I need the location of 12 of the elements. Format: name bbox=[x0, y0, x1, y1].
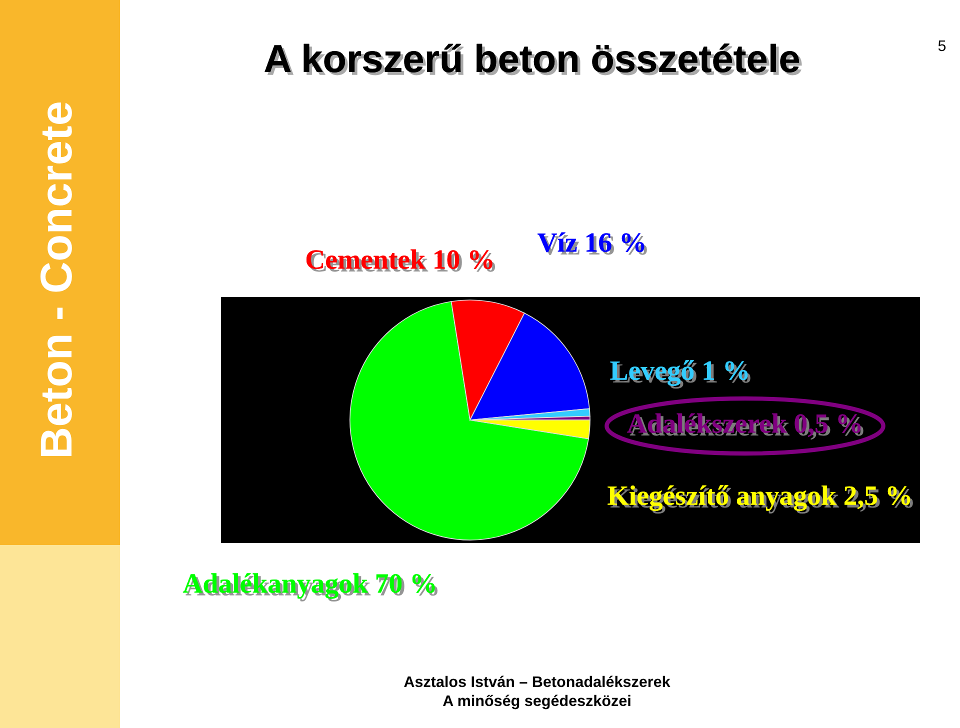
chart-title: A korszerű beton összetétele bbox=[264, 44, 802, 76]
text: 5 bbox=[938, 40, 946, 52]
slice-label: Kiegészítő anyagok 2,5 % bbox=[608, 485, 913, 514]
slice-label: Víz 16 % bbox=[538, 232, 647, 255]
text: A minőség segédeszközei bbox=[443, 694, 630, 710]
slice-label: Adalékszerek 0,5 % bbox=[627, 413, 864, 440]
slice-label: Cementek 10 % bbox=[306, 249, 496, 272]
text: Beton - Concrete bbox=[40, 102, 72, 456]
slice-label: Adalékanyagok 70 % bbox=[182, 573, 438, 602]
pie-slice bbox=[350, 301, 589, 540]
slice-label: Levegő 1 % bbox=[610, 360, 750, 389]
text: Asztalos István – Betonadalékszerek bbox=[404, 676, 670, 688]
